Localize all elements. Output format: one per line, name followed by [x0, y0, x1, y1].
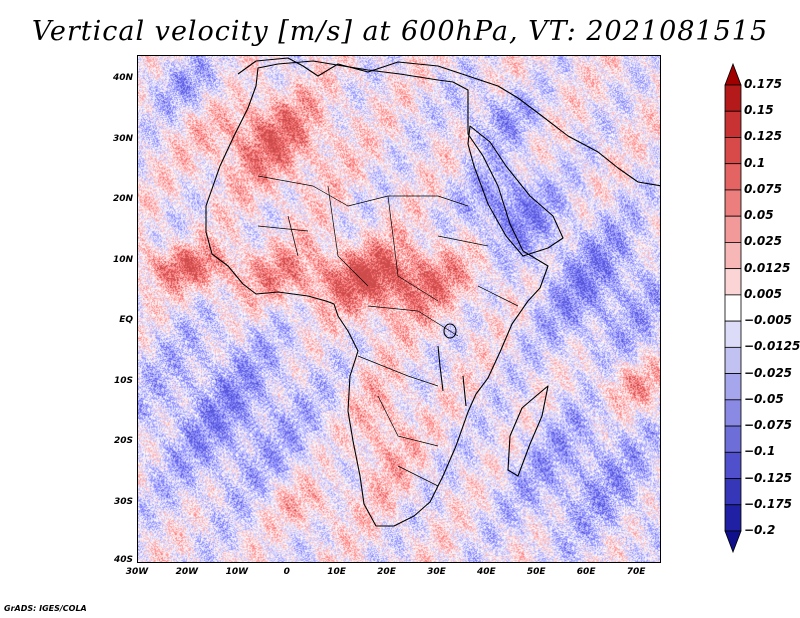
colorbar: [724, 63, 742, 553]
madagascar-coastline: [507, 385, 549, 477]
latitude-label: 40N: [112, 73, 133, 83]
rift-lakes: [437, 345, 467, 407]
colorbar-box: [724, 163, 742, 191]
latitude-label: 40S: [113, 555, 133, 565]
colorbar-box: [724, 425, 742, 453]
colorbar-label: 0.15: [744, 103, 774, 118]
colorbar-label: −0.025: [744, 365, 793, 380]
colorbar-box: [724, 346, 742, 374]
longitude-label: 30E: [427, 567, 446, 577]
latitude-label: 30S: [113, 496, 133, 507]
longitude-label: 10W: [225, 567, 249, 577]
colorbar-label: 0.125: [744, 129, 782, 144]
longitude-label: 20W: [175, 567, 199, 577]
colorbar-box: [724, 268, 742, 296]
colorbar-label: 0.075: [744, 181, 782, 196]
longitude-label: 0: [283, 567, 290, 577]
colorbar-box: [724, 294, 742, 322]
colorbar-box: [724, 137, 742, 165]
colorbar-box: [724, 478, 742, 506]
longitude-label: 30W: [125, 567, 149, 577]
colorbar-label: −0.1: [744, 444, 776, 459]
colorbar-label: −0.005: [744, 313, 793, 328]
colorbar-label: −0.125: [744, 470, 793, 485]
arabia-coastline: [467, 125, 564, 257]
latitude-label: 10S: [113, 375, 133, 386]
latitude-label: 10N: [112, 254, 133, 265]
colorbar-label: 0.0125: [744, 260, 791, 275]
colorbar-box: [724, 399, 742, 427]
colorbar-max-triangle: [724, 63, 742, 86]
colorbar-label: −0.175: [744, 496, 793, 511]
colorbar-box: [724, 373, 742, 401]
longitude-label: 10E: [327, 567, 346, 577]
latitude-label: 20S: [113, 436, 133, 446]
country-borders: [257, 175, 519, 487]
longitude-label: 70E: [626, 567, 646, 577]
colorbar-min-triangle: [724, 530, 742, 553]
colorbar-box: [724, 451, 742, 479]
longitude-label: 50E: [526, 567, 546, 577]
latitude-label: EQ: [119, 315, 133, 325]
africa-coastline: [205, 60, 549, 527]
colorbar-box: [724, 320, 742, 348]
colorbar-box: [724, 84, 742, 112]
europe-coastline: [237, 57, 660, 187]
colorbar-box: [724, 504, 742, 532]
colorbar-box: [724, 215, 742, 243]
colorbar-label: −0.075: [744, 418, 793, 433]
latitude-label: 30N: [112, 133, 133, 144]
grads-credit: GrADS: IGES/COLA: [4, 604, 87, 613]
longitude-label: 60E: [576, 567, 596, 577]
colorbar-label: 0.175: [744, 77, 782, 91]
colorbar-box: [724, 110, 742, 138]
map-title: Vertical velocity [m/s] at 600hPa, VT: 2…: [31, 16, 769, 47]
longitude-label: 40E: [476, 567, 496, 577]
coastline-overlay: [205, 57, 660, 527]
colorbar-label: −0.05: [744, 391, 784, 406]
colorbar-label: −0.0125: [744, 339, 800, 354]
colorbar-box: [724, 242, 742, 270]
map-panel: [137, 55, 661, 563]
colorbar-label: 0.025: [744, 234, 782, 249]
longitude-label: 20E: [377, 567, 396, 577]
colorbar-label: 0.05: [744, 208, 774, 223]
colorbar-label: −0.2: [744, 523, 776, 537]
colorbar-label: 0.005: [744, 286, 782, 301]
latitude-label: 20N: [112, 194, 133, 204]
lake-victoria: [443, 323, 457, 339]
colorbar-label: 0.1: [744, 155, 766, 170]
colorbar-box: [724, 189, 742, 217]
